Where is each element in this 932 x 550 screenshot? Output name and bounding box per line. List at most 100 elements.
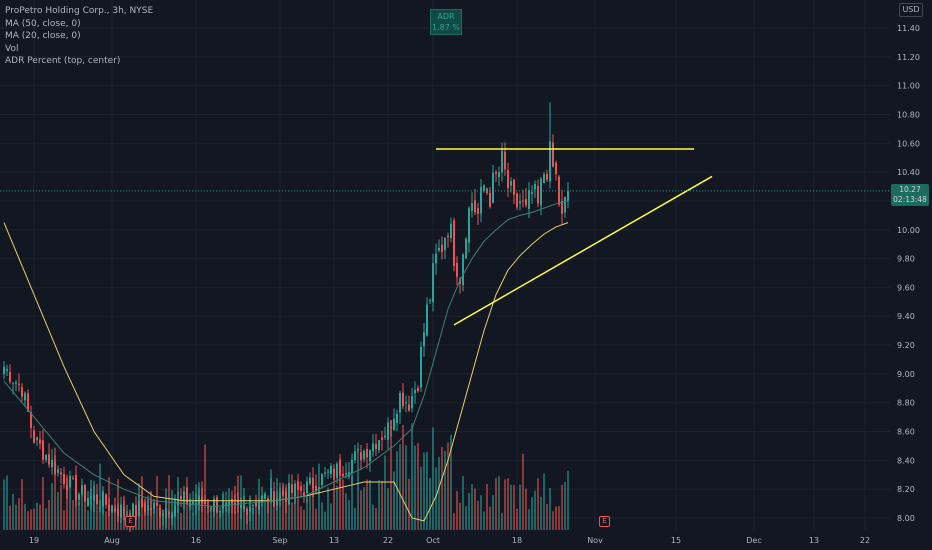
candle-body — [336, 463, 338, 478]
candle-body — [84, 485, 86, 502]
candle-body — [231, 498, 233, 504]
volume-bar — [519, 484, 521, 530]
trendline-support — [453, 175, 713, 326]
volume-bar — [435, 467, 437, 530]
candle-body — [330, 465, 332, 474]
candle-body — [321, 474, 323, 485]
volume-bar — [339, 478, 341, 530]
candle-body — [252, 505, 254, 507]
candle-body — [21, 387, 23, 397]
candle-body — [405, 402, 407, 404]
candle-body — [510, 181, 512, 186]
candle-body — [3, 366, 5, 375]
candle-body — [555, 162, 557, 175]
volume-bar — [504, 479, 506, 530]
candle-body — [450, 223, 452, 239]
candle-body — [291, 484, 293, 493]
legend-ma50[interactable]: MA (50, close, 0) — [5, 18, 81, 29]
time-tick-label: 22 — [860, 536, 870, 545]
volume-bar — [510, 484, 512, 530]
volume-bar — [303, 509, 305, 530]
candle-body — [534, 183, 536, 190]
price-tick-label: 11.00 — [897, 82, 920, 91]
volume-bar — [135, 512, 137, 530]
candle-body — [429, 300, 431, 302]
candle-body — [87, 498, 89, 506]
time-axis[interactable]: 19 Aug 16 Sep 13 22 Oct 18 Nov 15 Dec 13 22 — [29, 536, 870, 545]
candle-body — [147, 505, 149, 511]
candle-body — [351, 459, 353, 474]
volume-bar — [87, 510, 89, 530]
volume-bar — [372, 504, 374, 530]
volume-bar — [423, 452, 425, 530]
volume-bar — [450, 434, 452, 530]
volume-bar — [315, 508, 317, 530]
candle-body — [519, 201, 521, 204]
price-axis[interactable]: 11.4011.2011.0010.8010.6010.4010.2010.00… — [897, 24, 920, 523]
candle-body — [15, 382, 17, 384]
price-tick-label: 10.60 — [897, 139, 920, 148]
candle-body — [24, 393, 26, 401]
candle-body — [468, 208, 470, 243]
volume-bar — [414, 445, 416, 530]
time-tick-label: Oct — [426, 536, 440, 545]
volume-bar — [336, 485, 338, 530]
candle-body — [12, 382, 14, 384]
trendlines[interactable] — [436, 148, 713, 326]
candle-body — [144, 503, 146, 513]
volume-bar — [345, 493, 347, 530]
candle-body — [507, 169, 509, 188]
volume-bar — [495, 477, 497, 530]
volume-bar — [402, 425, 404, 530]
volume-bar — [39, 504, 41, 530]
legend-adr[interactable]: ADR Percent (top, center) — [5, 56, 121, 66]
candle-body — [39, 439, 41, 444]
volume-bar — [300, 506, 302, 530]
time-tick-label: Aug — [104, 536, 120, 545]
candle-body — [258, 502, 260, 510]
volume-bar — [456, 490, 458, 530]
price-tick-label: 9.40 — [897, 312, 915, 321]
chart-grid — [0, 0, 890, 530]
candle-body — [42, 440, 44, 460]
candle-body — [363, 450, 365, 460]
volume-bar — [438, 456, 440, 530]
legend-ma20[interactable]: MA (20, close, 0) — [5, 31, 81, 41]
volume-bar — [360, 490, 362, 530]
volume-bar — [453, 513, 455, 530]
volume-bar — [474, 488, 476, 530]
volume-bar — [552, 511, 554, 530]
volume-bar — [528, 509, 530, 530]
volume-bar — [84, 494, 86, 530]
candle-body — [549, 141, 551, 182]
volume-bar — [321, 502, 323, 530]
candles — [3, 102, 569, 532]
candle-body — [366, 448, 368, 458]
volume-bar — [534, 490, 536, 530]
volume-bar — [567, 470, 569, 530]
volume-bar — [546, 504, 548, 530]
candle-body — [315, 485, 317, 492]
volume-bar — [459, 502, 461, 530]
volume-bar — [561, 484, 563, 530]
earnings-marker[interactable]: E — [599, 516, 610, 527]
price-tick-label: 8.20 — [897, 485, 915, 494]
candle-body — [180, 495, 182, 499]
earnings-marker[interactable]: E — [125, 516, 136, 527]
volume-bar — [486, 483, 488, 530]
candle-body — [528, 190, 530, 209]
volume-bar — [363, 486, 365, 530]
volume-bar — [45, 508, 47, 530]
candle-body — [357, 448, 359, 450]
volume-bar — [69, 479, 71, 530]
legend-vol[interactable]: Vol — [5, 43, 19, 54]
legend-symbol[interactable]: ProPetro Holding Corp., 3h, NYSE — [5, 6, 154, 16]
candle-body — [432, 263, 434, 303]
candle-body — [156, 502, 158, 506]
volume-bar — [180, 512, 182, 530]
volume-bar — [54, 447, 56, 530]
currency-button[interactable]: USD — [899, 3, 923, 17]
candle-body — [150, 508, 152, 510]
candle-body — [282, 490, 284, 496]
